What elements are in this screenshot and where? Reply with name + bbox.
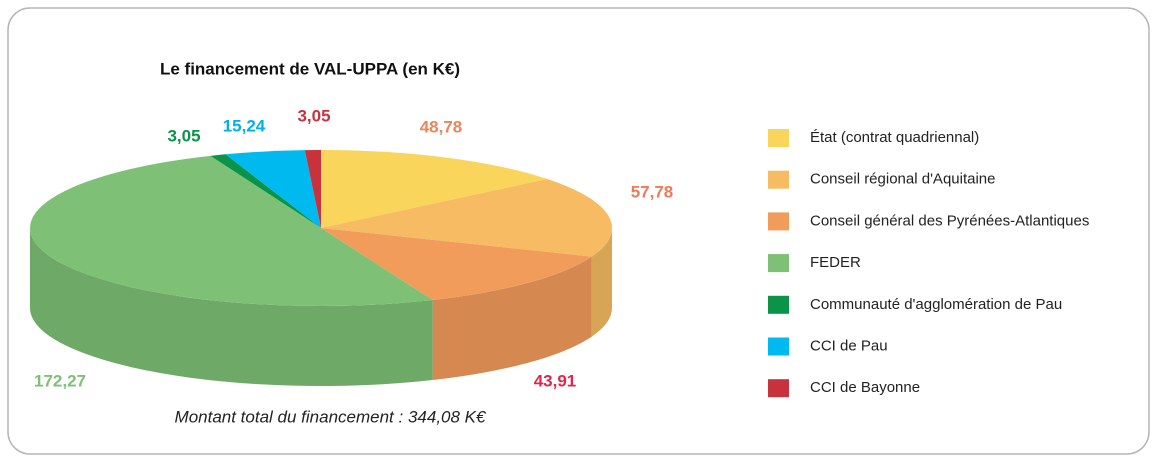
slice (304, 150, 321, 228)
slice (225, 150, 321, 228)
value-label: 48,78 (420, 117, 463, 136)
legend-label: Conseil régional d'Aquitaine (810, 171, 996, 188)
legend-label: CCI de Bayonne (810, 379, 920, 396)
legend-label: Communauté d'agglomération de Pau (810, 296, 1062, 313)
slice (321, 150, 548, 228)
legend-label: Conseil général des Pyrénées-Atlantiques (810, 212, 1089, 229)
legend-label: CCI de Pau (810, 337, 888, 354)
legend-label: État (contrat quadriennal) (810, 129, 979, 146)
chart-title: Le financement de VAL-UPPA (en K€) (160, 59, 460, 78)
slice-side (591, 228, 612, 337)
legend-swatch (768, 337, 789, 356)
value-label: 172,27 (34, 371, 86, 390)
legend-swatch (768, 295, 789, 314)
legend-swatch (768, 129, 789, 147)
legend-label: FEDER (810, 254, 861, 271)
value-label: 3,05 (167, 126, 200, 145)
slice (321, 178, 612, 257)
legend-swatch (768, 212, 789, 231)
legend-swatch (768, 379, 789, 398)
slice (30, 155, 433, 306)
legend-swatch (768, 254, 789, 273)
slice-side (30, 228, 433, 387)
total-annotation: Montant total du financement : 344,08 K€ (175, 407, 487, 426)
slice-side (432, 256, 592, 381)
value-label: 15,24 (223, 116, 266, 135)
value-label: 57,78 (631, 182, 674, 201)
slice (210, 154, 321, 228)
value-label: 43,91 (534, 371, 577, 390)
slice (321, 228, 592, 301)
legend-swatch (768, 170, 789, 189)
value-label: 3,05 (297, 106, 330, 125)
